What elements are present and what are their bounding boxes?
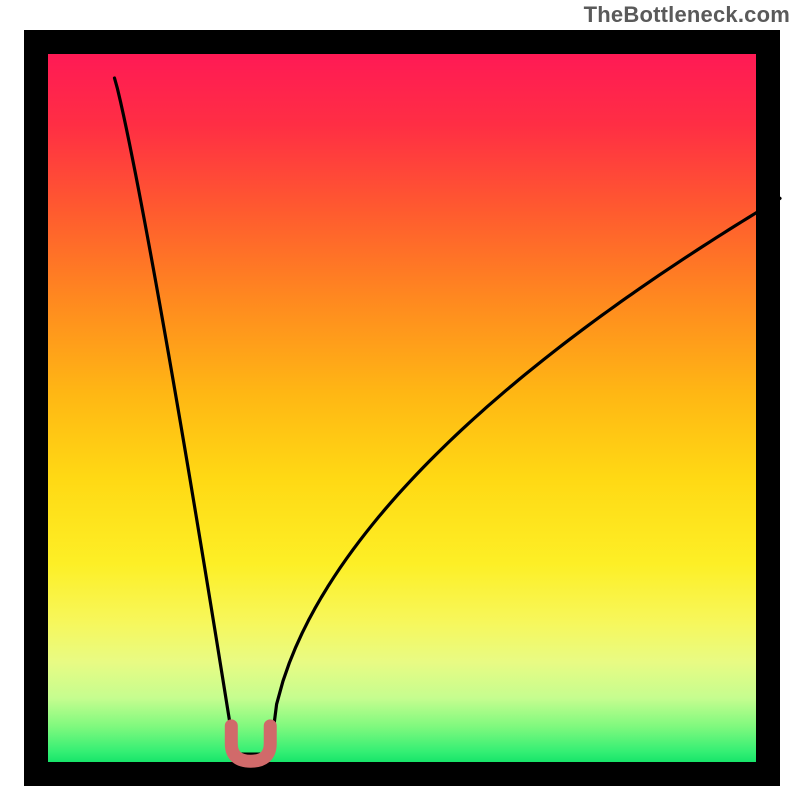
curve-layer xyxy=(72,78,780,786)
plot-frame xyxy=(24,30,780,786)
figure-root: TheBottleneck.com xyxy=(0,0,800,800)
bottleneck-curve xyxy=(114,78,780,754)
watermark-text: TheBottleneck.com xyxy=(584,2,790,28)
trough-u-marker xyxy=(231,726,270,761)
